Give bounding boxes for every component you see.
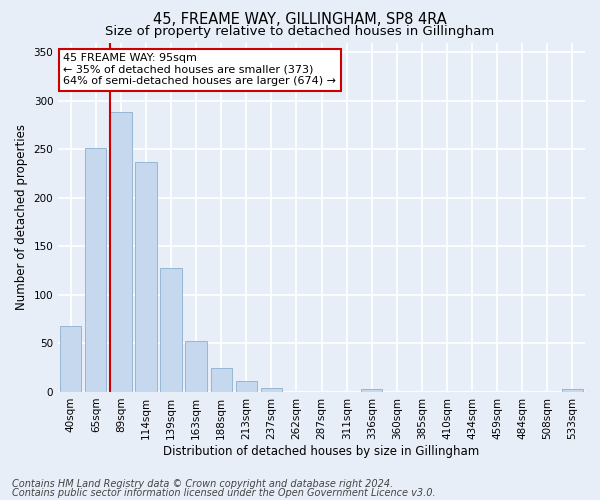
Text: Contains HM Land Registry data © Crown copyright and database right 2024.: Contains HM Land Registry data © Crown c… [12, 479, 393, 489]
Bar [361, 389, 382, 392]
Bar [261, 388, 282, 392]
Bar [211, 368, 232, 392]
Text: 45, FREAME WAY, GILLINGHAM, SP8 4RA: 45, FREAME WAY, GILLINGHAM, SP8 4RA [153, 12, 447, 28]
Bar [136, 162, 157, 392]
Bar [60, 326, 82, 392]
Text: Contains public sector information licensed under the Open Government Licence v3: Contains public sector information licen… [12, 488, 436, 498]
Bar [236, 382, 257, 392]
Text: Size of property relative to detached houses in Gillingham: Size of property relative to detached ho… [106, 25, 494, 38]
X-axis label: Distribution of detached houses by size in Gillingham: Distribution of detached houses by size … [163, 444, 480, 458]
Bar [85, 148, 106, 392]
Bar [562, 389, 583, 392]
Text: 45 FREAME WAY: 95sqm
← 35% of detached houses are smaller (373)
64% of semi-deta: 45 FREAME WAY: 95sqm ← 35% of detached h… [64, 53, 337, 86]
Bar [160, 268, 182, 392]
Y-axis label: Number of detached properties: Number of detached properties [15, 124, 28, 310]
Bar [185, 340, 207, 392]
Bar [110, 112, 131, 392]
